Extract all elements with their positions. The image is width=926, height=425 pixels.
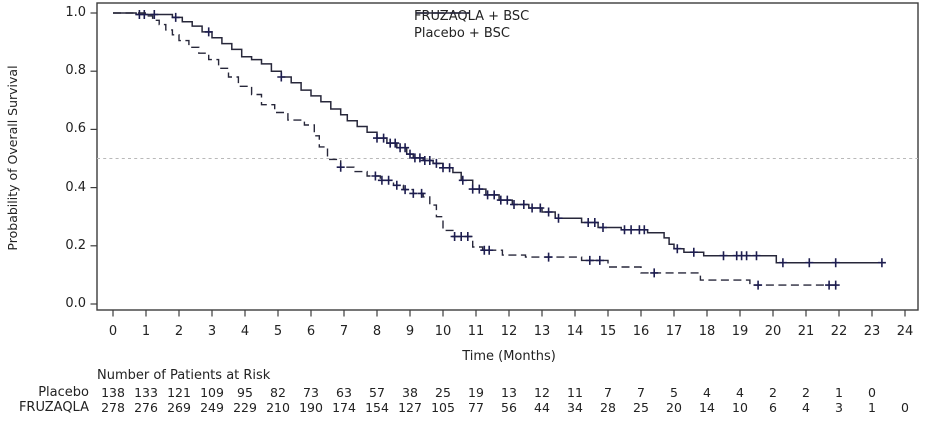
risk-count: 109 (200, 385, 224, 400)
risk-count: 1 (868, 400, 876, 415)
x-tick-label: 21 (797, 324, 815, 339)
risk-count: 11 (567, 385, 583, 400)
x-tick-label: 4 (240, 324, 250, 339)
risk-count: 0 (901, 400, 909, 415)
risk-count: 57 (369, 385, 385, 400)
risk-count: 82 (270, 385, 286, 400)
x-tick-label: 17 (665, 324, 683, 339)
risk-count: 278 (101, 400, 125, 415)
risk-count: 34 (567, 400, 583, 415)
risk-count: 7 (637, 385, 645, 400)
x-tick-label: 9 (405, 324, 415, 339)
x-tick-label: 14 (566, 324, 584, 339)
x-tick-label: 0 (108, 324, 118, 339)
y-tick-label: 0.2 (65, 237, 86, 253)
legend-label-placebo: Placebo + BSC (414, 26, 510, 41)
risk-count: 229 (233, 400, 257, 415)
risk-count: 2 (802, 385, 810, 400)
legend: FRUZAQLA + BSC Placebo + BSC (414, 8, 529, 42)
risk-count: 0 (868, 385, 876, 400)
placebo-survival-curve (113, 12, 839, 286)
risk-count: 28 (600, 400, 616, 415)
risk-count: 210 (266, 400, 290, 415)
x-tick-label: 3 (207, 324, 217, 339)
x-tick-label: 6 (306, 324, 316, 339)
y-tick-label: 1.0 (65, 5, 86, 20)
x-tick-label: 10 (434, 324, 452, 339)
placebo-censor-marks (336, 162, 840, 290)
risk-count: 269 (167, 400, 191, 415)
x-tick-label: 2 (174, 324, 184, 339)
risk-count: 6 (769, 400, 777, 415)
risk-count: 154 (365, 400, 389, 415)
risk-count: 25 (633, 400, 649, 415)
risk-count: 95 (237, 385, 253, 400)
risk-count: 19 (468, 385, 484, 400)
y-tick-label: 0.6 (65, 121, 86, 137)
y-tick-label: 0.8 (65, 63, 86, 79)
risk-count: 138 (101, 385, 125, 400)
risk-count: 14 (699, 400, 715, 415)
risk-count: 1 (835, 385, 843, 400)
risk-count: 44 (534, 400, 550, 415)
risk-count: 77 (468, 400, 484, 415)
risk-count: 73 (303, 385, 319, 400)
x-tick-label: 18 (698, 324, 716, 339)
dashed-line-icon (416, 12, 470, 14)
x-tick-label: 7 (339, 324, 349, 339)
risk-count: 25 (435, 385, 451, 400)
y-tick-label: 0.0 (65, 296, 86, 311)
x-tick-label: 16 (632, 324, 650, 339)
x-tick-label: 11 (467, 324, 485, 339)
risk-count: 105 (431, 400, 455, 415)
risk-count: 174 (332, 400, 356, 415)
risk-count: 2 (769, 385, 777, 400)
risk-count: 10 (732, 400, 748, 415)
x-tick-label: 24 (896, 324, 914, 339)
risk-count: 121 (167, 385, 191, 400)
risk-count: 20 (666, 400, 682, 415)
risk-count: 127 (398, 400, 422, 415)
risk-row-label-placebo: Placebo (38, 385, 89, 400)
risk-count: 133 (134, 385, 158, 400)
risk-count: 4 (736, 385, 744, 400)
risk-count: 63 (336, 385, 352, 400)
risk-count: 4 (802, 400, 810, 415)
risk-count: 3 (835, 400, 843, 415)
x-tick-label: 13 (533, 324, 551, 339)
x-axis-title: Time (Months) (462, 349, 556, 364)
risk-count: 190 (299, 400, 323, 415)
x-tick-label: 22 (830, 324, 848, 339)
risk-count: 13 (501, 385, 517, 400)
fruzaqla-survival-curve (113, 12, 884, 264)
risk-row-label-fruzaqla: FRUZAQLA (18, 400, 89, 415)
risk-count: 7 (604, 385, 612, 400)
x-tick-label: 23 (863, 324, 881, 339)
x-tick-label: 20 (764, 324, 782, 339)
risk-count: 249 (200, 400, 224, 415)
x-tick-label: 1 (141, 324, 151, 339)
x-tick-label: 19 (731, 324, 749, 339)
risk-count: 5 (670, 385, 678, 400)
x-tick-label: 15 (599, 324, 617, 339)
risk-count: 56 (501, 400, 517, 415)
x-tick-label: 5 (273, 324, 283, 339)
plot-frame (96, 2, 919, 311)
risk-table-title: Number of Patients at Risk (97, 368, 271, 383)
fruzaqla-censor-marks (135, 10, 886, 268)
risk-count: 12 (534, 385, 550, 400)
risk-count: 276 (134, 400, 158, 415)
x-tick-label: 8 (372, 324, 382, 339)
risk-count: 4 (703, 385, 711, 400)
risk-count: 38 (402, 385, 418, 400)
legend-item-placebo: Placebo + BSC (414, 12, 529, 42)
x-tick-label: 12 (500, 324, 518, 339)
y-tick-label: 0.4 (65, 179, 86, 195)
